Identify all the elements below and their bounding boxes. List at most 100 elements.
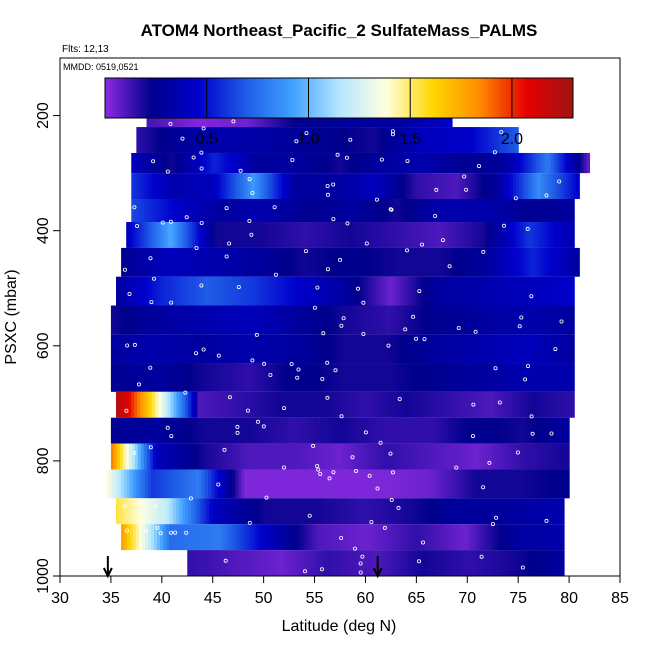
heat-cell (331, 199, 336, 223)
heat-cell (507, 173, 511, 200)
heat-cell (502, 276, 506, 306)
heat-cell (409, 127, 414, 153)
heat-cell (357, 363, 362, 392)
heat-cell (321, 524, 326, 551)
heat-cell (280, 276, 285, 306)
heat-cell (254, 443, 259, 470)
heat-cell (312, 550, 317, 576)
heat-cell (316, 127, 321, 153)
heat-cell (466, 199, 471, 223)
heat-cell (137, 305, 142, 335)
heat-cell (246, 334, 250, 364)
heat-cell (159, 334, 163, 364)
heat-cell (303, 247, 308, 277)
heat-cell (442, 152, 447, 174)
heat-cell (304, 469, 308, 499)
heat-cell (468, 334, 473, 364)
heat-cell (324, 222, 329, 248)
heat-cell (481, 199, 485, 223)
heat-cell (343, 276, 348, 306)
heat-cell (353, 417, 358, 444)
heat-cell (178, 469, 182, 499)
heat-cell (405, 222, 410, 248)
heat-cell (147, 222, 151, 248)
heat-cell (381, 550, 386, 576)
sample-point (358, 570, 363, 575)
heat-cell (479, 417, 483, 444)
sample-point (281, 465, 286, 470)
heat-cell (412, 152, 417, 174)
heat-cell (351, 305, 356, 335)
heat-cell (390, 305, 395, 335)
heat-cell (309, 222, 314, 248)
heat-cell (468, 524, 472, 551)
heat-cell (122, 334, 127, 364)
heat-cell (355, 152, 360, 174)
heat-cell (332, 443, 337, 470)
heat-cell (480, 222, 485, 248)
heat-cell (342, 334, 347, 364)
heat-cell (269, 173, 274, 200)
sample-point (216, 482, 221, 487)
heat-cell (387, 363, 392, 392)
heat-cell (350, 443, 355, 470)
heat-cell (247, 199, 252, 223)
heat-cell (377, 498, 382, 525)
heat-cell (565, 276, 569, 306)
heat-cell (160, 276, 165, 306)
heat-cell (345, 550, 350, 576)
heat-cell (417, 247, 422, 277)
heat-cell (141, 469, 146, 499)
heat-cell (218, 417, 223, 444)
heat-cell (473, 443, 477, 470)
heat-cell (219, 247, 224, 277)
heat-cell (333, 334, 338, 364)
heat-cell (573, 173, 577, 200)
heat-cell (496, 222, 500, 248)
heat-cell (538, 222, 542, 248)
heat-cell (113, 443, 118, 470)
heat-cell (168, 222, 172, 248)
heat-cell (474, 305, 479, 335)
heat-cell (424, 152, 429, 174)
plot-area (59, 57, 621, 579)
heat-cell (375, 305, 380, 335)
heat-cell (283, 199, 288, 223)
heat-cell (489, 222, 494, 248)
heat-cell (333, 363, 338, 392)
heat-cell (476, 498, 481, 525)
heat-cell (357, 550, 362, 576)
heat-cell (253, 199, 258, 223)
heat-cell (233, 391, 237, 418)
heat-cell (222, 524, 227, 551)
heat-cell (169, 127, 174, 153)
heat-cell (411, 334, 416, 364)
heat-cell (214, 127, 219, 153)
heat-cell (133, 524, 137, 551)
heat-cell (438, 334, 443, 364)
heat-cell (389, 443, 393, 470)
heat-cell (195, 305, 199, 335)
heat-cell (291, 334, 296, 364)
heat-cell (131, 199, 135, 223)
heat-cell (323, 391, 327, 418)
heat-cell (148, 524, 152, 551)
heat-cell (111, 469, 116, 499)
heat-cell (313, 199, 318, 223)
heat-cell (327, 247, 332, 277)
heat-cell (427, 127, 432, 153)
heat-cell (407, 173, 412, 200)
heat-cell (275, 391, 279, 418)
heat-cell (408, 305, 413, 335)
heat-cell (455, 417, 459, 444)
heat-cell (268, 127, 273, 153)
heat-cell (400, 391, 405, 418)
heat-cell (248, 173, 253, 200)
heat-cell (393, 363, 398, 392)
heat-cell (279, 247, 284, 277)
heat-cell (322, 152, 327, 174)
heat-cell (276, 524, 281, 551)
heat-cell (206, 417, 211, 444)
heat-cell (331, 152, 336, 174)
heat-cell (157, 247, 161, 277)
